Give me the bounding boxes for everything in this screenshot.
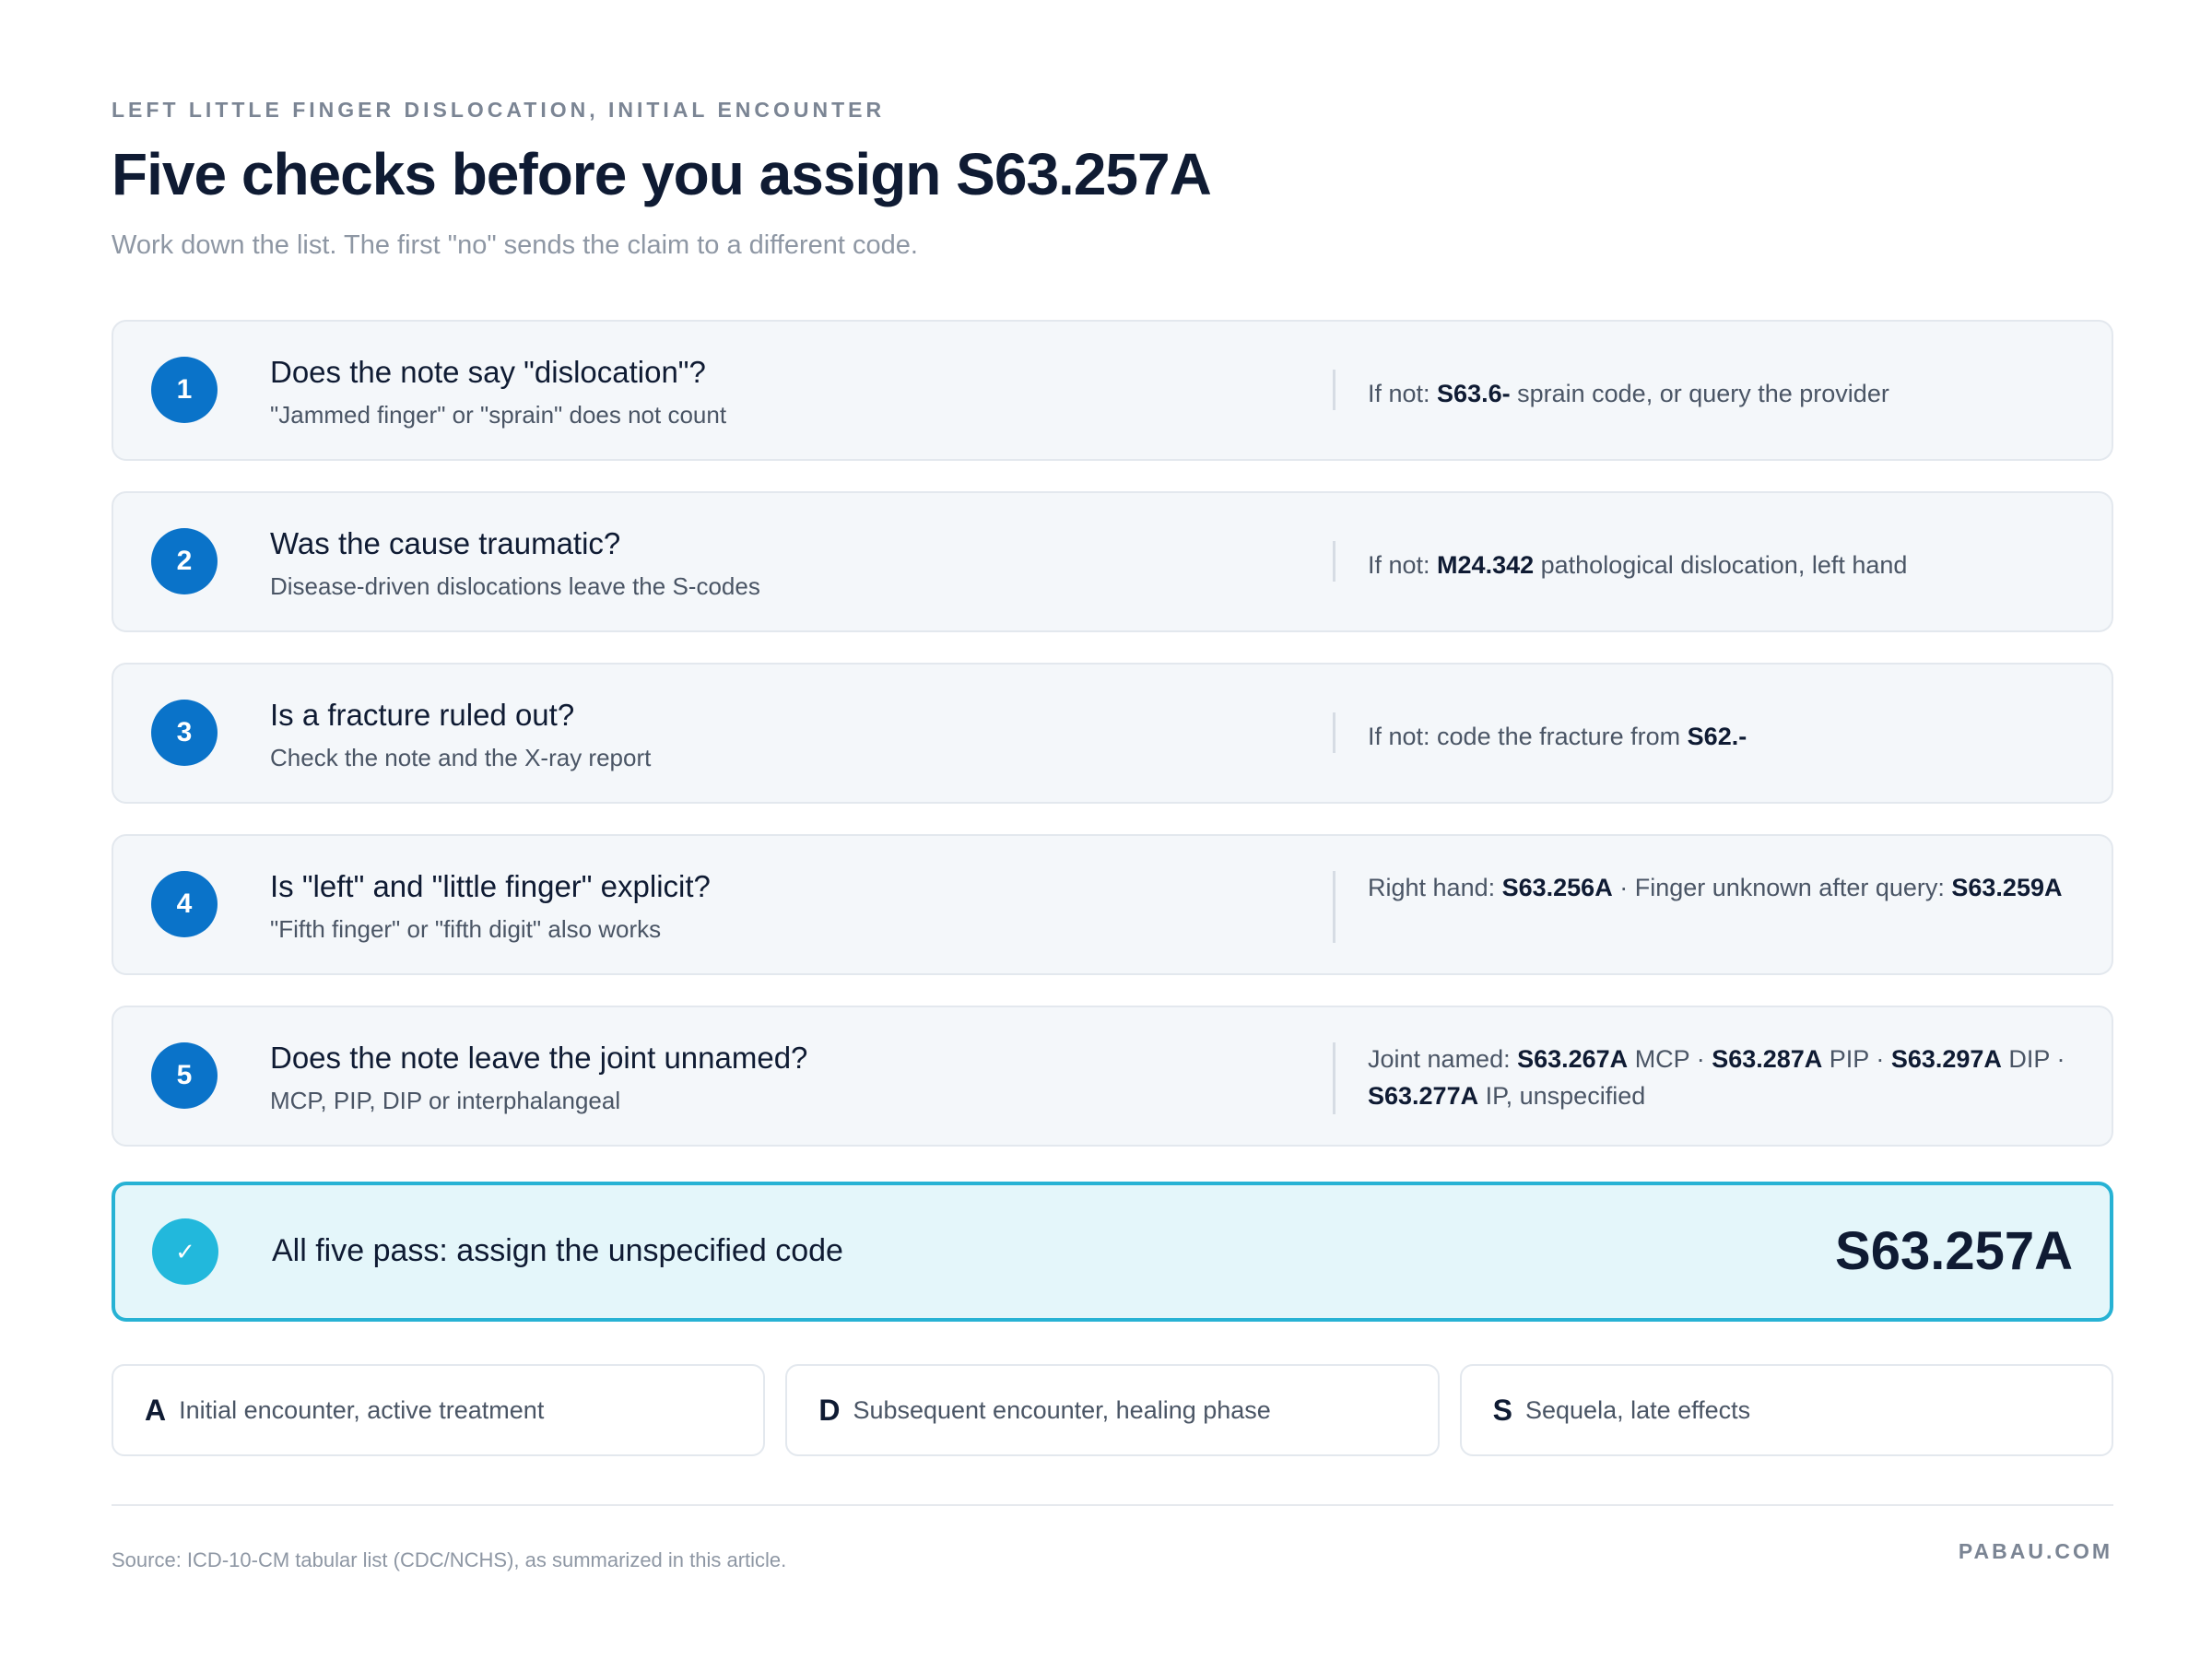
suffix-description: Sequela, late effects bbox=[1525, 1395, 1751, 1424]
check-hint: MCP, PIP, DIP or interphalangeal bbox=[270, 1087, 621, 1114]
check-hint: Check the note and the X-ray report bbox=[270, 744, 652, 771]
alternative-code-text: If not: S63.6- sprain code, or query the… bbox=[1368, 375, 2087, 412]
check-card-5: 5 Does the note leave the joint unnamed?… bbox=[112, 1006, 2113, 1147]
check-card-4: 4 Is "left" and "little finger" explicit… bbox=[112, 834, 2113, 975]
seventh-character-legend: A Initial encounter, active treatment D … bbox=[112, 1364, 2113, 1456]
result-label: All five pass: assign the unspecified co… bbox=[272, 1233, 843, 1268]
icd-code: S62.- bbox=[1687, 723, 1747, 750]
alt-text-segment: pathological dislocation, left hand bbox=[1534, 551, 1908, 579]
step-number-badge: 1 bbox=[151, 357, 218, 423]
icd-code: S63.297A bbox=[1890, 1045, 2002, 1073]
check-hint: "Jammed finger" or "sprain" does not cou… bbox=[270, 401, 727, 429]
check-question: Was the cause traumatic? bbox=[270, 526, 621, 560]
alt-text-segment: DIP · bbox=[2001, 1045, 2065, 1073]
check-question: Does the note leave the joint unnamed? bbox=[270, 1041, 808, 1075]
step-number-badge: 3 bbox=[151, 700, 218, 766]
suffix-card-s: S Sequela, late effects bbox=[1459, 1364, 2113, 1456]
step-number-badge: 5 bbox=[151, 1042, 218, 1109]
icd-code: S63.259A bbox=[1951, 874, 2063, 901]
suffix-card-a: A Initial encounter, active treatment bbox=[112, 1364, 766, 1456]
brand-link[interactable]: PABAU.COM bbox=[1958, 1539, 2112, 1563]
check-question: Is "left" and "little finger" explicit? bbox=[270, 869, 711, 903]
suffix-letter: S bbox=[1492, 1393, 1512, 1427]
alt-text-segment: MCP · bbox=[1628, 1045, 1712, 1073]
alt-text-segment: sprain code, or query the provider bbox=[1510, 380, 1889, 407]
check-question: Is a fracture ruled out? bbox=[270, 698, 575, 732]
icd-code: S63.256A bbox=[1501, 874, 1613, 901]
check-card-3: 3 Is a fracture ruled out? Check the not… bbox=[112, 663, 2113, 804]
footer-divider bbox=[112, 1504, 2113, 1506]
suffix-letter: D bbox=[818, 1393, 841, 1427]
icd-code: S63.267A bbox=[1517, 1045, 1629, 1073]
check-hint: "Fifth finger" or "fifth digit" also wor… bbox=[270, 915, 662, 943]
eyebrow-label: LEFT LITTLE FINGER DISLOCATION, INITIAL … bbox=[112, 98, 886, 122]
divider bbox=[1333, 541, 1335, 582]
icd-code: M24.342 bbox=[1437, 551, 1535, 579]
source-note: Source: ICD-10-CM tabular list (CDC/NCHS… bbox=[112, 1548, 787, 1571]
alt-text-segment: If not: code the fracture from bbox=[1368, 723, 1688, 750]
checkmark-icon: ✓ bbox=[152, 1218, 218, 1285]
suffix-card-d: D Subsequent encounter, healing phase bbox=[785, 1364, 1440, 1456]
check-card-1: 1 Does the note say "dislocation"? "Jamm… bbox=[112, 320, 2113, 461]
alt-text-segment: IP, unspecified bbox=[1478, 1082, 1646, 1110]
alt-text-segment: Joint named: bbox=[1368, 1045, 1518, 1073]
page-subtitle: Work down the list. The first "no" sends… bbox=[112, 230, 918, 260]
result-banner: ✓ All five pass: assign the unspecified … bbox=[112, 1182, 2113, 1322]
alt-text-segment: If not: bbox=[1368, 380, 1438, 407]
check-question: Does the note say "dislocation"? bbox=[270, 355, 706, 389]
suffix-description: Subsequent encounter, healing phase bbox=[853, 1395, 1271, 1424]
alt-text-segment: PIP · bbox=[1822, 1045, 1891, 1073]
step-number-badge: 2 bbox=[151, 528, 218, 594]
alternative-code-text: If not: M24.342 pathological dislocation… bbox=[1368, 547, 2087, 583]
divider bbox=[1333, 712, 1335, 753]
step-number-badge: 4 bbox=[151, 871, 218, 937]
divider bbox=[1333, 1042, 1335, 1114]
alternative-code-text: Joint named: S63.267A MCP · S63.287A PIP… bbox=[1368, 1041, 2087, 1114]
page-title: Five checks before you assign S63.257A bbox=[112, 141, 1212, 207]
icd-code: S63.6- bbox=[1437, 380, 1511, 407]
check-card-2: 2 Was the cause traumatic? Disease-drive… bbox=[112, 491, 2113, 632]
alt-text-segment: If not: bbox=[1368, 551, 1438, 579]
suffix-description: Initial encounter, active treatment bbox=[179, 1395, 545, 1424]
suffix-letter: A bbox=[145, 1393, 167, 1427]
alt-text-segment: · Finger unknown after query: bbox=[1612, 874, 1952, 901]
check-hint: Disease-driven dislocations leave the S-… bbox=[270, 572, 760, 600]
alternative-code-text: Right hand: S63.256A · Finger unknown af… bbox=[1368, 869, 2087, 906]
icd-code: S63.287A bbox=[1712, 1045, 1823, 1073]
divider bbox=[1333, 370, 1335, 410]
alt-text-segment: Right hand: bbox=[1368, 874, 1502, 901]
checklist: 1 Does the note say "dislocation"? "Jamm… bbox=[112, 320, 2113, 1177]
divider bbox=[1333, 871, 1335, 943]
alternative-code-text: If not: code the fracture from S62.- bbox=[1368, 718, 2087, 755]
icd-code: S63.277A bbox=[1368, 1082, 1479, 1110]
result-code: S63.257A bbox=[1835, 1221, 2073, 1281]
